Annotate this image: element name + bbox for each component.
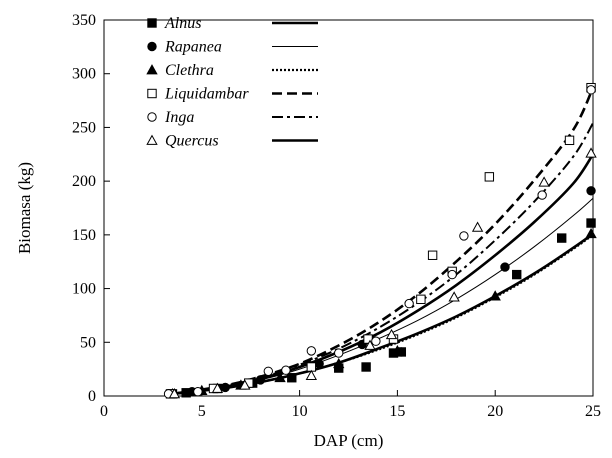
- legend-marker-quercus: [146, 134, 158, 145]
- data-point-clethra: [391, 345, 404, 356]
- legend-marker-inga: [147, 112, 157, 122]
- legend-marker-clethra: [146, 64, 158, 75]
- data-point-inga: [537, 190, 547, 200]
- legend-label-alnus: Alnus: [164, 15, 201, 32]
- fit-line-inga: [172, 122, 594, 395]
- x-axis-title: DAP (cm): [314, 431, 384, 450]
- data-point-inga: [193, 387, 203, 397]
- x-tick-label: 0: [100, 403, 108, 420]
- fit-line-alnus: [172, 232, 594, 396]
- data-point-rapanea: [314, 359, 324, 369]
- data-point-rapanea: [500, 262, 510, 272]
- legend-label-rapanea: Rapanea: [164, 39, 222, 56]
- data-point-inga: [459, 231, 469, 241]
- fit-line-quercus: [172, 153, 595, 396]
- data-point-quercus: [305, 369, 318, 380]
- y-tick-label: 0: [88, 388, 96, 405]
- legend-marker-alnus: [147, 18, 157, 28]
- data-point-rapanea: [586, 186, 596, 196]
- x-tick-label: 25: [585, 403, 601, 420]
- legend-label-quercus: Quercus: [165, 133, 219, 150]
- y-axis-title: Biomasa (kg): [15, 162, 34, 254]
- x-tick-label: 15: [389, 403, 405, 420]
- data-point-quercus: [385, 328, 398, 340]
- data-point-clethra: [489, 290, 501, 301]
- data-point-quercus: [448, 291, 460, 302]
- data-point-quercus: [471, 221, 484, 232]
- data-point-clethra: [274, 371, 286, 383]
- data-point-inga: [306, 346, 317, 356]
- data-point-quercus: [538, 176, 550, 187]
- y-tick-label: 150: [72, 227, 96, 244]
- legend-label-liquidambar: Liquidambar: [164, 86, 249, 103]
- data-point-rapanea: [255, 375, 266, 385]
- data-point-inga: [404, 298, 414, 309]
- x-tick-label: 20: [487, 403, 503, 420]
- data-point-inga: [371, 336, 381, 346]
- data-markers: [163, 82, 597, 399]
- legend: Alnus Rapanea Clethra Liquidambar Inga Quercu…: [146, 15, 318, 150]
- x-tick-label: 10: [292, 403, 308, 420]
- data-point-clethra: [333, 357, 345, 369]
- legend-label-inga: Inga: [164, 109, 194, 126]
- data-point-liquidambar: [416, 294, 426, 305]
- fit-lines: [172, 87, 595, 396]
- data-point-inga: [447, 269, 457, 280]
- y-tick-label: 250: [72, 119, 96, 136]
- legend-marker-rapanea: [147, 41, 157, 52]
- data-point-alnus: [512, 269, 522, 280]
- legend-marker-liquidambar: [147, 88, 157, 99]
- data-point-inga: [586, 85, 596, 95]
- data-point-inga: [281, 365, 291, 375]
- data-point-quercus: [585, 147, 597, 158]
- data-point-quercus: [211, 382, 224, 393]
- fit-line-liquidambar: [172, 87, 595, 396]
- data-point-rapanea: [220, 382, 230, 393]
- x-tick-label: 5: [198, 403, 206, 420]
- y-tick-label: 300: [72, 66, 96, 83]
- plot-frame: [103, 19, 594, 397]
- y-tick-label: 200: [72, 173, 96, 190]
- y-tick-label: 50: [80, 334, 96, 351]
- data-point-clethra: [585, 227, 597, 239]
- legend-label-clethra: Clethra: [165, 62, 214, 79]
- fit-line-clethra: [172, 233, 594, 395]
- data-point-alnus: [586, 218, 596, 228]
- data-point-quercus: [364, 339, 376, 350]
- data-point-inga: [334, 348, 344, 358]
- data-point-liquidambar: [427, 250, 438, 260]
- data-point-liquidambar: [564, 135, 575, 146]
- plot-area: [103, 19, 594, 397]
- y-tick-label: 350: [72, 12, 96, 29]
- data-point-inga: [263, 366, 274, 376]
- data-point-alnus: [557, 233, 567, 243]
- data-point-liquidambar: [484, 172, 495, 182]
- data-point-quercus: [168, 387, 181, 399]
- y-tick-label: 100: [72, 281, 96, 298]
- data-point-alnus: [361, 362, 371, 372]
- data-point-quercus: [239, 379, 251, 390]
- data-point-alnus: [287, 373, 297, 383]
